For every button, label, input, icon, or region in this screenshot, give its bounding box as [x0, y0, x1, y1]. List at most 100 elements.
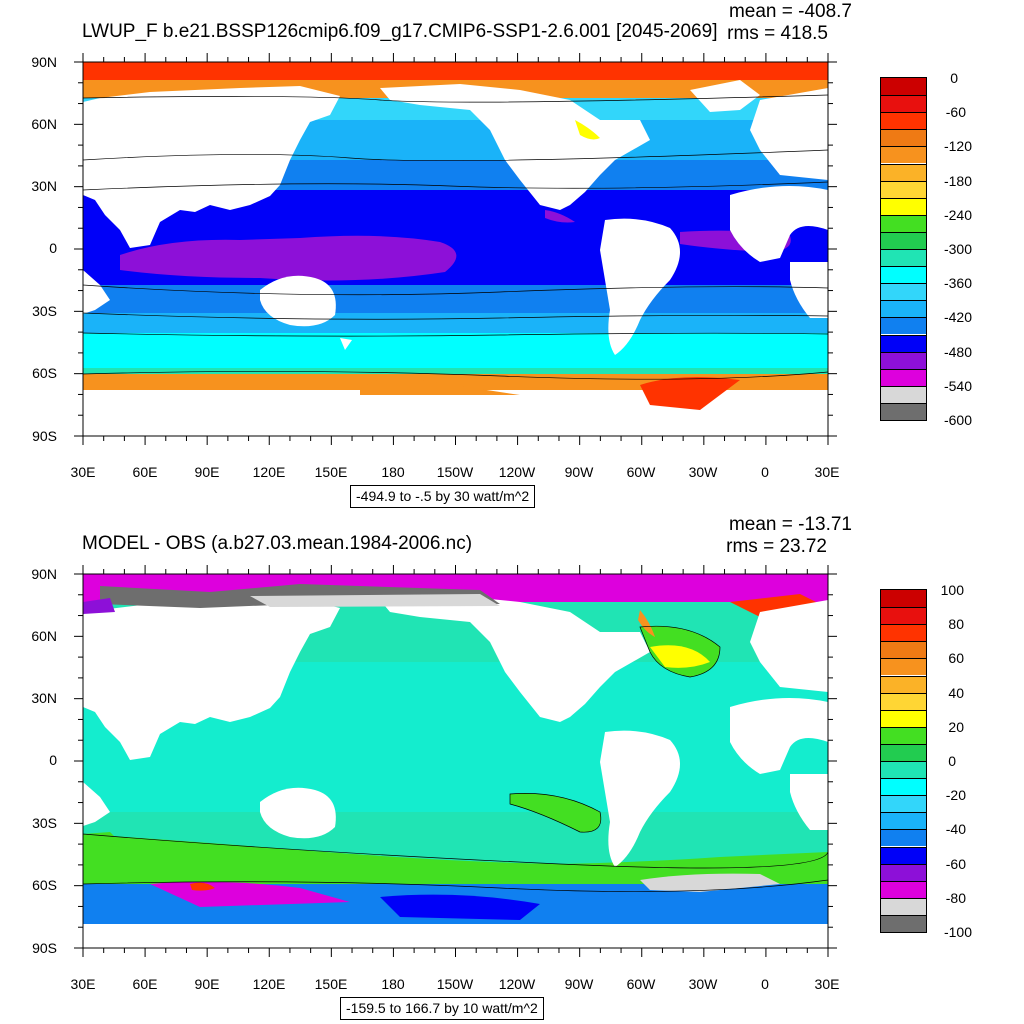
lon-label: 0: [761, 976, 769, 992]
panel-1-title: LWUP_F b.e21.BSSP126cmip6.f09_g17.CMIP6-…: [82, 21, 718, 42]
panel-1-map: 90N 60N 30N 0 30S 60S 90S 30E 60E 90E 12…: [31, 53, 839, 480]
colorbar-swatch: [881, 607, 926, 625]
colorbar-swatch: [881, 317, 926, 335]
colorbar-label: -480: [943, 344, 972, 360]
landmass-north-america: [380, 84, 650, 210]
colorbar-swatch: [881, 300, 926, 318]
band-s-subtropic: [83, 285, 828, 313]
lon-label: 30W: [689, 976, 719, 992]
panel-1-map-field: [83, 62, 828, 436]
warm-pool-pacific: [120, 235, 457, 281]
colorbar-swatch: [881, 78, 926, 96]
colorbar-label: 100: [940, 582, 964, 598]
band-southern-ocean-bias: [83, 834, 828, 884]
colorbar-swatch: [881, 249, 926, 267]
landmass-australia: [260, 275, 336, 327]
panel-1-colorbar: [880, 77, 927, 421]
panel-2-map-field: [83, 574, 828, 948]
panel-1-lat-labels: 90N 60N 30N 0 30S 60S 90S: [31, 54, 57, 444]
colorbar-swatch: [881, 283, 926, 301]
band-arctic: [83, 62, 828, 80]
colorbar-swatch: [881, 795, 926, 813]
lat-label: 30S: [32, 815, 57, 831]
colorbar-swatch: [881, 163, 926, 181]
colorbar-swatch: [881, 266, 926, 284]
colorbar-label: -40: [945, 821, 966, 837]
landmass-australia: [260, 787, 336, 839]
lat-label: 0: [49, 752, 57, 768]
lon-label: 60W: [627, 464, 657, 480]
landmass-asia: [83, 598, 340, 760]
lat-label: 60N: [31, 628, 57, 644]
colorbar-label: -600: [943, 412, 972, 428]
colorbar-swatch: [881, 761, 926, 779]
colorbar-swatch: [881, 368, 926, 386]
lon-label: 150E: [315, 464, 348, 480]
lat-label: 60N: [31, 116, 57, 132]
colorbar-swatch: [881, 351, 926, 369]
lat-label: 60S: [32, 365, 57, 381]
colorbar-swatch: [881, 624, 926, 642]
panel-2-title: MODEL - OBS (a.b27.03.mean.1984-2006.nc): [82, 533, 473, 554]
lon-label: 120W: [499, 464, 536, 480]
colorbar-swatch: [881, 129, 926, 147]
lat-label: 90N: [31, 54, 57, 70]
colorbar-label: -180: [943, 173, 972, 189]
lat-label: 30N: [31, 178, 57, 194]
lat-label: 0: [49, 240, 57, 256]
panel-2-map: 90N 60N 30N 0 30S 60S 90S 30E 60E 90E 12…: [31, 565, 840, 992]
panel-2-rms: rms = 23.72: [726, 536, 827, 557]
landmass-asia: [83, 86, 340, 248]
colorbar-label: 80: [948, 616, 964, 632]
colorbar-swatch: [881, 692, 926, 710]
lon-label: 90W: [565, 976, 595, 992]
lon-label: 150E: [315, 976, 348, 992]
colorbar-label: 0: [950, 70, 958, 86]
colorbar-swatch: [881, 846, 926, 864]
lat-label: 60S: [32, 877, 57, 893]
lon-label: 120W: [499, 976, 536, 992]
landmass-south-america: [600, 730, 680, 867]
landmass-antarctica: [83, 924, 828, 948]
lon-label: 150W: [437, 976, 474, 992]
patch-south-atlantic: [510, 793, 601, 833]
colorbar-swatch: [881, 863, 926, 881]
lat-label: 30S: [32, 303, 57, 319]
lon-label: 30E: [815, 976, 840, 992]
lon-label: 90E: [195, 464, 220, 480]
colorbar-swatch: [881, 180, 926, 198]
panel-2-mean: mean = -13.71: [728, 514, 852, 535]
colorbar-swatch: [881, 402, 926, 420]
panel-2-ticks: [74, 565, 837, 957]
landmass-africa-west: [730, 186, 828, 262]
colorbar-swatch: [881, 197, 926, 215]
colorbar-swatch: [881, 897, 926, 915]
landmass-south-america: [600, 218, 680, 355]
panel-2-lat-labels: 90N 60N 30N 0 30S 60S 90S: [31, 566, 57, 956]
lon-label: 0: [761, 464, 769, 480]
landmass-eurasia-west: [750, 88, 828, 180]
lon-label: 90W: [565, 464, 595, 480]
lon-label: 60W: [627, 976, 657, 992]
colorbar-swatch: [881, 914, 926, 932]
colorbar-label: -80: [945, 890, 966, 906]
lon-label: 60E: [133, 976, 158, 992]
lon-label: 120E: [253, 976, 286, 992]
lat-label: 90S: [32, 428, 57, 444]
colorbar-swatch: [881, 146, 926, 164]
colorbar-swatch: [881, 829, 926, 847]
colorbar-swatch: [881, 812, 926, 830]
colorbar-swatch: [881, 641, 926, 659]
landmass-antarctica: [83, 390, 828, 436]
lon-label: 30W: [689, 464, 719, 480]
colorbar-swatch: [881, 214, 926, 232]
colorbar-label: 60: [948, 650, 964, 666]
lon-label: 30E: [71, 464, 96, 480]
lon-label: 90E: [195, 976, 220, 992]
colorbar-swatch: [881, 231, 926, 249]
panel-1-colorbar-boxes: [881, 78, 926, 420]
panel-2-contour-info: -159.5 to 166.7 by 10 watt/m^2: [340, 997, 544, 1020]
panel-1-contour-info: -494.9 to -.5 by 30 watt/m^2: [350, 485, 536, 508]
lat-label: 30N: [31, 690, 57, 706]
band-s-midlat: [83, 313, 828, 333]
